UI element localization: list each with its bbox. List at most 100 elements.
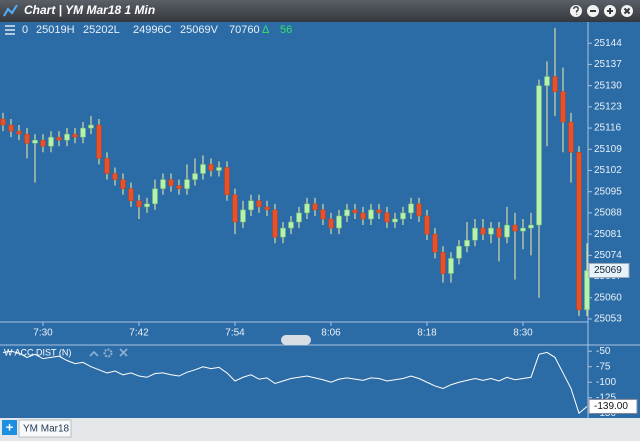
candle-body: [528, 224, 534, 229]
symbol-tab[interactable]: [18, 419, 72, 438]
candle-body: [56, 136, 62, 141]
y-tick-label: 25116: [594, 123, 622, 134]
y-tick-label: 25074: [594, 250, 622, 261]
candle-body: [264, 206, 270, 211]
y-tick-label: 25137: [594, 59, 622, 70]
y-tick-label: 25123: [594, 101, 622, 112]
candle-body: [408, 203, 414, 214]
candle-body: [448, 258, 454, 274]
candle-body: [16, 130, 22, 135]
x-tick-label: 8:30: [513, 328, 533, 339]
delta-symbol: Δ: [262, 24, 270, 36]
info-value: 25069V: [180, 24, 219, 36]
candle-body: [512, 224, 518, 232]
candle-body: [336, 215, 342, 229]
candle-body: [256, 200, 262, 208]
candle-body: [344, 209, 350, 217]
symbol-tab-label[interactable]: YM Mar18: [23, 424, 70, 435]
x-tick-label: 7:42: [129, 328, 149, 339]
candle-body: [560, 91, 566, 123]
candle-body: [384, 212, 390, 223]
candle-body: [128, 188, 134, 202]
chart-icon: [3, 4, 18, 17]
candle-body: [376, 209, 382, 214]
y-tick-label: 25144: [594, 38, 622, 49]
candle-body: [24, 133, 30, 144]
last-price-label: 25069: [594, 265, 622, 276]
info-value: 0: [22, 24, 28, 36]
y-tick-label: 25081: [594, 229, 622, 240]
window-buttons[interactable]: [570, 5, 633, 17]
y-tick-label: -50: [596, 346, 611, 357]
indicator-value-label: -139.00: [594, 401, 628, 412]
candle-body: [88, 124, 94, 129]
candle-body: [568, 121, 574, 153]
info-value: 70760: [229, 24, 260, 36]
candle-body: [200, 164, 206, 174]
candle-body: [456, 245, 462, 259]
window-title: Chart | YM Mar18 1 Min: [24, 3, 155, 17]
last-price-box: [588, 262, 630, 278]
candle-body: [304, 203, 310, 214]
candle-body: [248, 200, 254, 211]
candle-body: [440, 252, 446, 274]
title-bar: [0, 0, 640, 22]
add-tab-button[interactable]: [2, 420, 17, 435]
y-tick-label: 25095: [594, 186, 622, 197]
candle-body: [472, 227, 478, 241]
candle-body: [136, 200, 142, 208]
candle-body: [240, 209, 246, 223]
candle-body: [496, 227, 502, 238]
candle-body: [584, 270, 590, 311]
delta-value: 56: [280, 24, 292, 36]
candle-body: [280, 227, 286, 238]
candle-body: [80, 127, 86, 138]
candle-body: [352, 209, 358, 214]
x-tick-label: 8:06: [321, 328, 341, 339]
candle-body: [424, 215, 430, 235]
candle-body: [552, 76, 558, 92]
indicator-icons[interactable]: [89, 348, 128, 358]
candle-body: [576, 152, 582, 311]
tab-bar: [0, 418, 640, 441]
indicator-title: W ACC DIST (N): [4, 347, 71, 357]
y-tick-label: 25060: [594, 292, 622, 303]
chart-area: [0, 22, 640, 418]
candle-body: [216, 167, 222, 171]
candle-body: [32, 139, 38, 144]
info-value: 25202L: [83, 24, 120, 36]
candle-body: [0, 118, 6, 126]
candle-body: [192, 173, 198, 180]
menu-icon[interactable]: [5, 25, 15, 35]
scroll-handle[interactable]: [281, 335, 311, 345]
x-tick-label: 8:18: [417, 328, 437, 339]
candle-body: [104, 158, 110, 174]
candle-body: [8, 124, 14, 132]
y-tick-label: 25088: [594, 208, 622, 219]
candle-body: [320, 209, 326, 220]
candle-body: [328, 218, 334, 229]
candle-body: [488, 227, 494, 235]
x-tick-label: 7:30: [33, 328, 53, 339]
candle-body: [432, 233, 438, 253]
candle-body: [416, 203, 422, 217]
candle-body: [504, 224, 510, 238]
info-value: 24996C: [133, 24, 172, 36]
candle-body: [48, 136, 54, 147]
candle-body: [160, 179, 166, 189]
candle-body: [168, 179, 174, 186]
candle-body: [176, 185, 182, 189]
candle-body: [544, 76, 550, 86]
add-tab-label[interactable]: +: [6, 419, 14, 434]
y-tick-label: 25102: [594, 165, 622, 176]
candle-body: [64, 133, 70, 141]
candle-body: [112, 173, 118, 180]
y-tick-label: 25053: [594, 314, 622, 325]
candle-body: [520, 227, 526, 232]
candle-body: [208, 164, 214, 171]
candle-body: [296, 212, 302, 223]
candle-body: [360, 212, 366, 220]
y-tick-label: 25109: [594, 144, 622, 155]
y-tick-label: -125: [596, 392, 616, 403]
